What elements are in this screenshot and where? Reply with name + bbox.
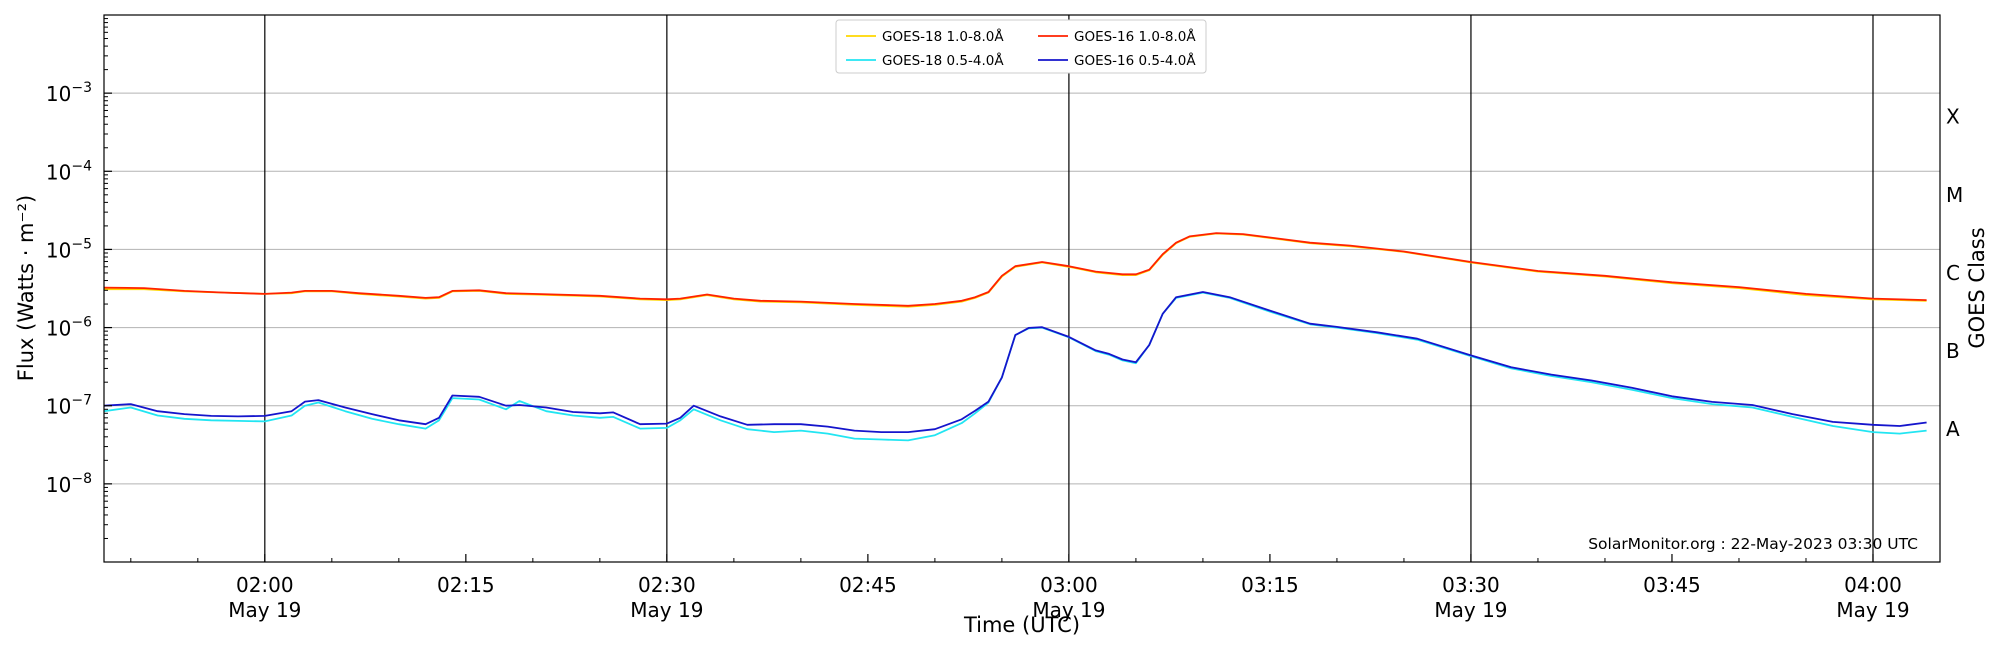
series-line-3 bbox=[103, 232, 1927, 307]
x-tick-label: 02:15 bbox=[437, 573, 495, 597]
goes-class-label: X bbox=[1946, 105, 1960, 129]
x-tick-label: 03:30 bbox=[1442, 573, 1500, 597]
x-tick-date-label: May 19 bbox=[1032, 598, 1105, 622]
x-tick-label: 03:45 bbox=[1643, 573, 1701, 597]
plot-frame bbox=[103, 14, 1941, 563]
legend-label: GOES-18 1.0-8.0Å bbox=[882, 28, 1004, 45]
goes-class-label: M bbox=[1946, 183, 1963, 207]
x-tick-label: 02:45 bbox=[839, 573, 897, 597]
grid-layer bbox=[104, 92, 1940, 485]
legend-label: GOES-18 0.5-4.0Å bbox=[882, 52, 1004, 69]
x-tick-date-label: May 19 bbox=[1836, 598, 1909, 622]
x-tick-label: 03:15 bbox=[1241, 573, 1299, 597]
goes-class-label: B bbox=[1946, 339, 1960, 363]
legend: GOES-18 1.0-8.0Å GOES-18 0.5-4.0Å GOES-16 … bbox=[835, 19, 1207, 74]
x-tick-date-label: May 19 bbox=[228, 598, 301, 622]
goes-class-axis-title: GOES Class bbox=[1965, 227, 1989, 348]
x-tick-label: 03:00 bbox=[1040, 573, 1098, 597]
goes-class-label: A bbox=[1946, 417, 1960, 441]
x-tick-date-label: May 19 bbox=[1434, 598, 1507, 622]
y-tick-label: 10−8 bbox=[46, 471, 92, 497]
y-tick-label: 10−3 bbox=[46, 80, 92, 106]
y-tick-label: 10−5 bbox=[46, 236, 92, 262]
x-axis-title: Time (UTC) bbox=[963, 613, 1080, 637]
vertical-lines bbox=[264, 15, 1874, 562]
x-tick-date-label: May 19 bbox=[630, 598, 703, 622]
legend-label: GOES-16 1.0-8.0Å bbox=[1074, 28, 1196, 45]
series-layer bbox=[103, 232, 1927, 442]
y-tick-label: 10−6 bbox=[46, 315, 92, 341]
y-tick-label: 10−7 bbox=[46, 393, 92, 419]
x-tick-label: 02:00 bbox=[236, 573, 294, 597]
x-tick-label: 04:00 bbox=[1844, 573, 1902, 597]
y-tick-label: 10−4 bbox=[46, 158, 92, 184]
legend-box bbox=[835, 19, 1207, 74]
legend-label: GOES-16 0.5-4.0Å bbox=[1074, 52, 1196, 69]
goes-class-label: C bbox=[1946, 261, 1960, 285]
credit-text: SolarMonitor.org : 22-May-2023 03:30 UTC bbox=[1588, 535, 1918, 553]
x-tick-label: 02:30 bbox=[638, 573, 696, 597]
goes-class-labels: A B C M X bbox=[1946, 105, 1963, 442]
series-line-4 bbox=[103, 291, 1927, 434]
y-axis-title: Flux (Watts · m⁻²) bbox=[14, 195, 38, 381]
